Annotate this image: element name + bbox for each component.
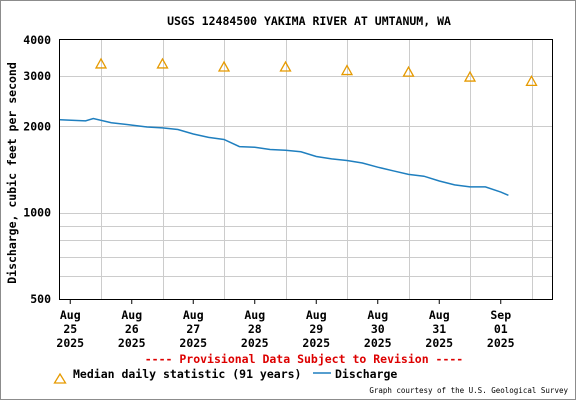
x-tick-label: 01	[494, 322, 508, 336]
x-tick-label: 2025	[364, 336, 392, 350]
x-tick-label: 26	[125, 322, 139, 336]
median-triangle-point	[463, 70, 477, 82]
y-axis-label: Discharge, cubic feet per second	[5, 62, 19, 284]
x-tick-label: 30	[371, 322, 385, 336]
y-tick-label: 500	[30, 292, 51, 306]
x-tick-label: 25	[63, 322, 77, 336]
credit-text: Graph courtesy of the U.S. Geological Su…	[369, 386, 568, 395]
x-tick-label: 31	[432, 322, 446, 336]
x-tick-label: 28	[248, 322, 262, 336]
x-tick-label: 27	[186, 322, 200, 336]
y-tick-label: 1000	[23, 206, 51, 220]
x-tick-label: 2025	[302, 336, 330, 350]
x-tick-label: Aug	[60, 308, 81, 322]
x-tick-label: 2025	[241, 336, 269, 350]
legend-discharge-label: Discharge	[335, 367, 397, 381]
x-tick-label: Aug	[183, 308, 204, 322]
y-tick-label: 4000	[23, 33, 51, 47]
discharge-line	[59, 117, 509, 196]
median-triangle-point	[402, 65, 415, 77]
x-tick-label: 29	[309, 322, 323, 336]
x-tick-label: Aug	[121, 308, 142, 322]
x-tick-label: 2025	[118, 336, 146, 350]
plot-border	[59, 39, 553, 300]
grid	[60, 40, 552, 299]
chart-title: USGS 12484500 YAKIMA RIVER AT UMTANUM, W…	[167, 14, 451, 28]
x-tick-label: 2025	[425, 336, 453, 350]
median-triangle-point	[217, 60, 231, 72]
x-tick-label: Aug	[306, 308, 327, 322]
legend-triangle-icon	[53, 372, 67, 384]
median-triangle-point	[279, 60, 292, 72]
x-tick-label: Sep	[490, 308, 511, 322]
median-triangle-point	[94, 57, 108, 69]
median-triangle-point	[156, 57, 169, 69]
x-tick-label: 2025	[179, 336, 207, 350]
y-tick-label: 3000	[23, 69, 51, 83]
y-tick-label: 2000	[23, 119, 51, 133]
x-tick-label: Aug	[429, 308, 450, 322]
legend: Median daily statistic (91 years) Discha…	[53, 367, 397, 384]
median-triangle-point	[340, 64, 354, 76]
legend-median-label: Median daily statistic (91 years)	[73, 367, 301, 381]
series	[59, 57, 538, 196]
x-tick-label: 2025	[56, 336, 84, 350]
axis-ticks: 5001000200030004000Aug252025Aug262025Aug…	[23, 33, 514, 350]
median-triangle-point	[525, 75, 538, 86]
x-tick-label: Aug	[367, 308, 388, 322]
x-tick-label: 2025	[487, 336, 515, 350]
provisional-notice: ---- Provisional Data Subject to Revisio…	[145, 352, 464, 366]
x-tick-label: Aug	[244, 308, 265, 322]
